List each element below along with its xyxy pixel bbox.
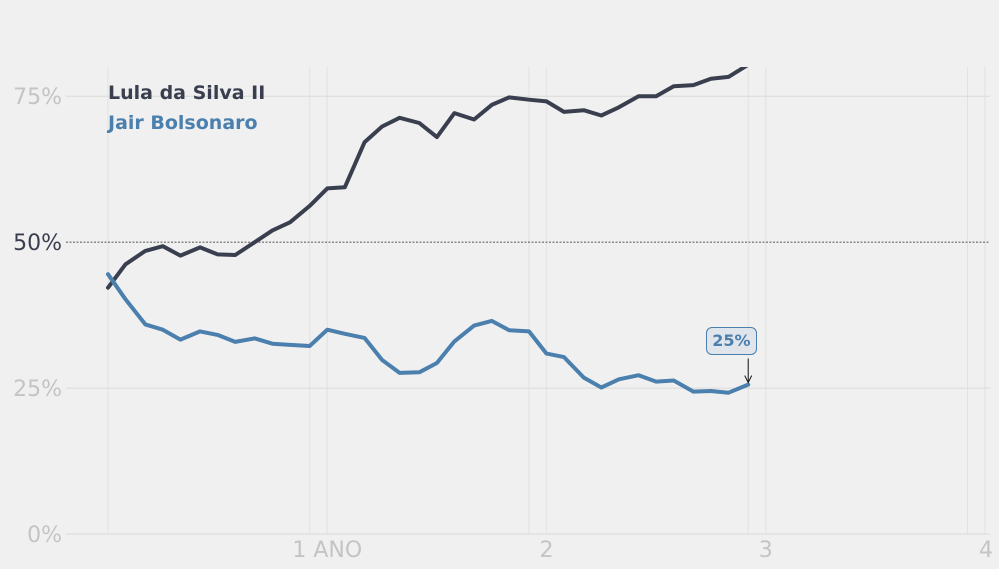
annotation-label: 25% <box>706 326 757 355</box>
x-tick-label-1: 2 <box>540 538 554 563</box>
legend-entry-bolsonaro: Jair Bolsonaro <box>108 112 258 134</box>
y-tick-label-3: 75% <box>13 85 62 110</box>
annotation-arrow-head <box>744 375 753 384</box>
series-line-bolsonaro <box>106 272 751 395</box>
y-tick-label-0: 0% <box>27 523 62 548</box>
x-tick-label-3: 4 <box>979 538 993 563</box>
series-line-lula <box>106 67 749 290</box>
legend: Lula da Silva II Jair Bolsonaro <box>108 78 265 138</box>
y-tick-label-2: 50% <box>13 231 62 256</box>
x-tick-label-0: 1 ANO <box>292 538 362 563</box>
y-tick-label-1: 25% <box>13 377 62 402</box>
x-tick-label-2: 3 <box>759 538 773 563</box>
legend-entry-lula: Lula da Silva II <box>108 82 266 104</box>
